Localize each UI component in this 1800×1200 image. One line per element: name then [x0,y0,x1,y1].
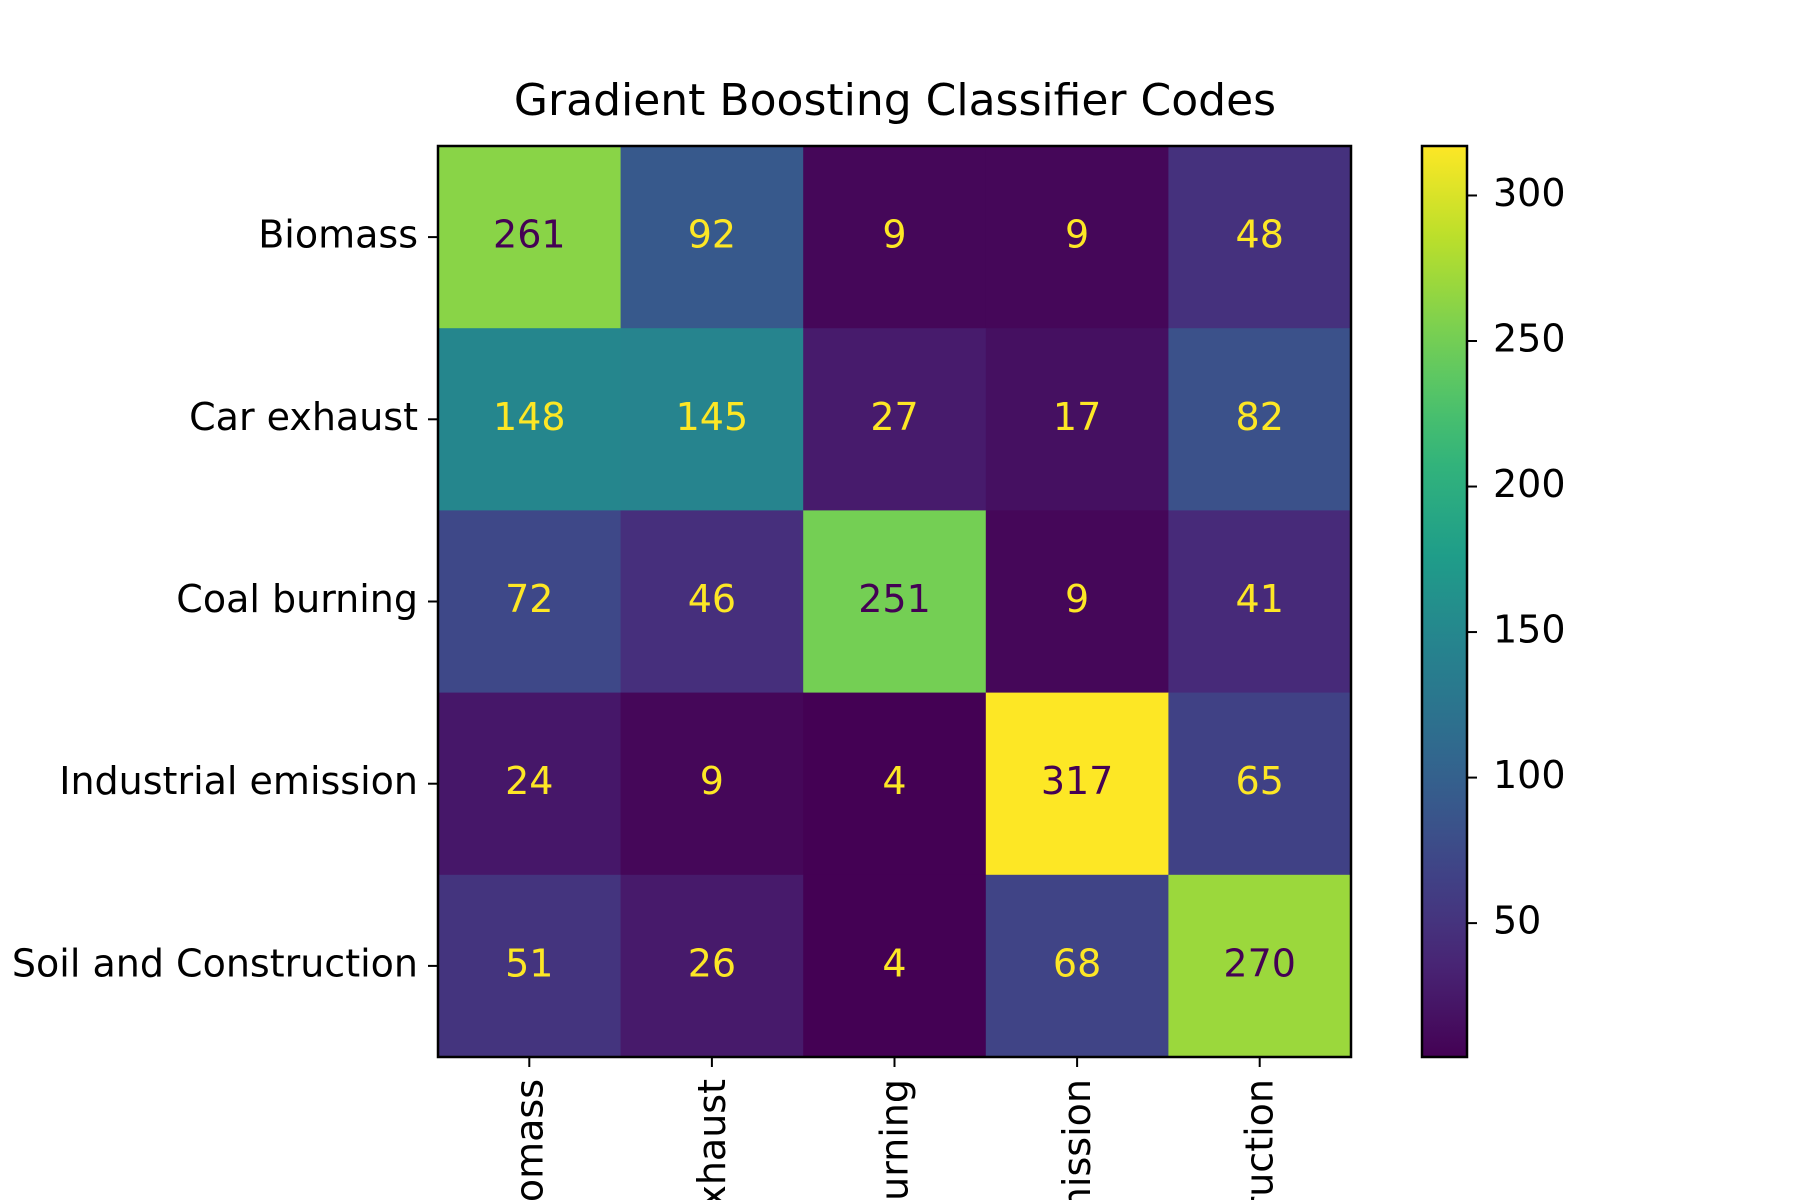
y-tick-label: Industrial emission [59,759,418,803]
cell-label: 9 [700,759,724,803]
x-tick-label: Coal burning [873,1079,917,1200]
cell [803,874,987,1058]
chart-title: Gradient Boosting Classifier Codes [514,75,1276,126]
cell-label: 317 [1041,759,1114,803]
cell [985,874,1169,1058]
cell [620,692,804,876]
cell-label: 4 [882,759,906,803]
x-tick-label: Soil and Construction [1238,1079,1282,1200]
cell [620,874,804,1058]
cell [1168,510,1352,694]
cell-label: 46 [688,577,736,621]
x-tick-label: Industrial emission [1055,1079,1099,1200]
cell-label: 92 [688,213,736,257]
cell-label: 9 [882,213,906,257]
colorbar-tick-label: 250 [1493,317,1566,361]
colorbar-tick-label: 200 [1493,462,1566,506]
cell [1168,692,1352,876]
x-tick-label: Biomass [507,1079,551,1200]
cell-label: 68 [1053,941,1101,985]
cell [620,510,804,694]
y-tick-label: Coal burning [176,577,418,621]
cell [438,510,622,694]
cell [438,146,622,329]
y-tick-label: Car exhaust [189,395,418,439]
cell-label: 26 [688,941,736,985]
cell-label: 148 [493,395,566,439]
cell-label: 27 [870,395,918,439]
cell [438,874,622,1058]
cell-label: 251 [858,577,931,621]
x-tick-label: Car exhaust [690,1079,734,1200]
cell [985,510,1169,694]
cell [803,328,987,511]
cell-label: 17 [1053,395,1101,439]
cell-label: 65 [1236,759,1284,803]
cell-label: 145 [676,395,749,439]
cell [1168,146,1352,329]
colorbar-tick-label: 100 [1493,753,1566,797]
cell [985,146,1169,329]
cell-label: 48 [1236,213,1284,257]
cell-label: 261 [493,213,566,257]
cell-label: 9 [1065,577,1089,621]
cell [1168,874,1352,1058]
cell [803,692,987,876]
cell [620,146,804,329]
cell [985,328,1169,511]
cell [803,510,987,694]
cell [620,328,804,511]
cell [438,328,622,511]
y-tick-label: Biomass [258,213,418,257]
colorbar-tick-label: 50 [1493,899,1541,943]
cell [985,692,1169,876]
cell-label: 72 [505,577,553,621]
cell [803,146,987,329]
colorbar [1420,144,1469,1059]
colorbar-tick-label: 150 [1493,608,1566,652]
cell-label: 24 [505,759,553,803]
cell [1168,328,1352,511]
cell-label: 82 [1236,395,1284,439]
cell-label: 270 [1223,941,1296,985]
cell-label: 51 [505,941,553,985]
colorbar-tick-label: 300 [1493,171,1566,215]
cell-label: 41 [1236,577,1284,621]
cell [438,692,622,876]
cell-label: 4 [882,941,906,985]
y-tick-label: Soil and Construction [12,941,418,985]
cell-label: 9 [1065,213,1089,257]
